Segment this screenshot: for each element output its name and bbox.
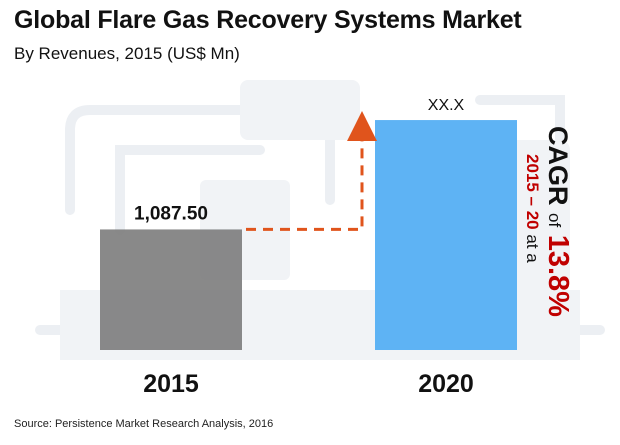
cagr-at: at a <box>523 234 542 263</box>
cagr-callout: CAGR of 13.8% 2015 – 20 at a <box>522 126 602 386</box>
cagr-value: 13.8% <box>542 234 574 317</box>
data-label-2015: 1,087.50 <box>134 203 208 224</box>
bar-2020 <box>375 120 517 350</box>
chart-title: Global Flare Gas Recovery Systems Market <box>14 6 522 34</box>
bar-2015 <box>100 229 242 350</box>
source-note: Source: Persistence Market Research Anal… <box>14 418 274 430</box>
cagr-main-line: CAGR of 13.8% <box>542 126 574 317</box>
data-label-2020: XX.X <box>428 97 465 114</box>
category-label-2020: 2020 <box>418 370 474 398</box>
chart-subtitle: By Revenues, 2015 (US$ Mn) <box>14 44 240 63</box>
cagr-text: CAGR of 13.8% 2015 – 20 at a <box>523 126 574 317</box>
cagr-label: CAGR <box>543 126 573 206</box>
category-label-2015: 2015 <box>143 370 199 398</box>
cagr-period: 2015 – 20 <box>523 154 542 230</box>
growth-arrow <box>246 111 377 231</box>
cagr-period-line: 2015 – 20 at a <box>523 154 542 317</box>
cagr-of: of <box>545 213 564 228</box>
